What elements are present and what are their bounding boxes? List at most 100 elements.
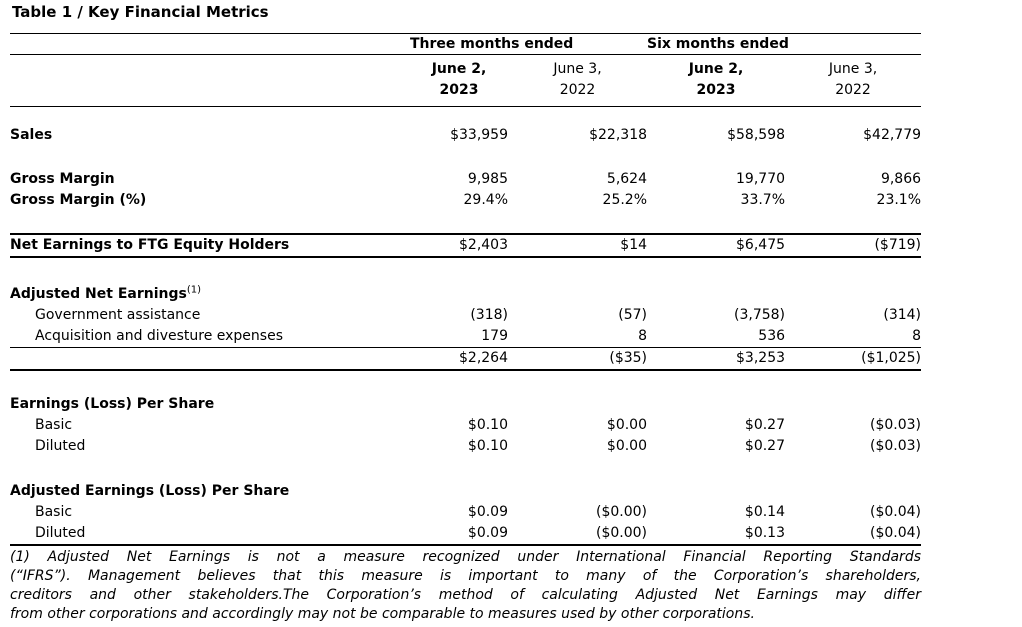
col-header-june-2-2023-halfyear: June 2, 2023 — [647, 54, 786, 107]
cell-value: ($0.03) — [870, 417, 922, 433]
cell-value: $0.00 — [606, 417, 648, 433]
cell-value — [647, 481, 785, 502]
row-label: Basic — [35, 417, 73, 433]
six-months-ended-header: Six months ended — [647, 33, 922, 55]
cell-value: $58,598 — [727, 127, 786, 143]
spacer-cell — [10, 370, 921, 394]
cell-value: (314) — [883, 307, 922, 323]
cell-value: 9,866 — [880, 171, 922, 187]
row-label: Gross Margin (%) — [10, 192, 147, 208]
cell-value: ($0.04) — [785, 523, 922, 546]
date-line: 2022 — [559, 82, 596, 98]
date-line: 2023 — [696, 82, 736, 98]
cell-value — [785, 284, 921, 305]
cell-value: 33.7% — [740, 192, 786, 208]
cell-value: 8 — [508, 326, 648, 348]
cell-value: 536 — [647, 326, 786, 348]
cell-value: $0.10 — [467, 438, 508, 454]
table-row: Adjusted Earnings (Loss) Per Share — [10, 481, 921, 502]
cell-value: $42,779 — [863, 127, 922, 143]
cell-value — [508, 394, 647, 415]
cell-value — [508, 481, 647, 502]
table-row: Earnings (Loss) Per Share — [10, 394, 921, 415]
spacer-cell — [10, 457, 921, 481]
table-row: Diluted $0.09 ($0.00) $0.13 ($0.04) — [10, 523, 922, 546]
row-label: Diluted — [35, 438, 86, 454]
date-line: 2022 — [835, 82, 871, 98]
table-row: Gross Margin 9,985 5,624 19,770 9,866 — [10, 169, 921, 190]
table-row: Basic $0.09 ($0.00) $0.14 ($0.04) — [10, 502, 921, 523]
date-line: June 2, — [688, 61, 744, 77]
cell-value — [785, 481, 921, 502]
row-label: Adjusted Net Earnings(1) — [10, 284, 201, 302]
footnote-line: from other corporations and accordingly … — [10, 606, 755, 622]
cell-value: 23.1% — [876, 192, 922, 208]
cell-value: 8 — [785, 326, 922, 348]
cell-value — [647, 284, 785, 305]
cell-value: $0.27 — [744, 438, 786, 454]
cell-value — [508, 284, 647, 305]
spacer-cell — [10, 257, 921, 284]
cell-value: 5,624 — [606, 171, 648, 187]
cell-value: ($1,025) — [785, 347, 922, 371]
cell-value: (318) — [470, 307, 508, 323]
row-label: Earnings (Loss) Per Share — [10, 396, 215, 412]
table-row: $2,264 ($35) $3,253 ($1,025) — [10, 347, 922, 371]
table-row: Government assistance (318) (57) (3,758) (31… — [10, 305, 921, 326]
footnote-line: (“IFRS”). Management believes that this … — [10, 568, 921, 584]
footnote-line: (1) Adjusted Net Earnings is not a measu… — [10, 549, 921, 565]
cell-value: 179 — [410, 326, 508, 348]
date-header-row: June 2, 2023 June 3, 2022 June 2, 2023 J… — [10, 54, 922, 107]
table-row: Adjusted Net Earnings(1) — [10, 284, 921, 305]
spacer-row — [10, 457, 921, 481]
row-label: Sales — [10, 127, 53, 143]
cell-value: $33,959 — [450, 127, 508, 143]
key-financial-metrics-table: Three months ended Six months ended June… — [10, 33, 922, 546]
cell-value: ($0.03) — [870, 438, 922, 454]
cell-value — [647, 394, 785, 415]
row-label: Diluted — [10, 523, 410, 546]
row-label: Net Earnings to FTG Equity Holders — [10, 233, 410, 258]
col-header-june-3-2022-halfyear: June 3, 2022 — [785, 54, 922, 107]
spacer-cell — [10, 146, 921, 169]
cell-value: $0.10 — [467, 417, 508, 433]
table-row: Acquisition and divesture expenses 179 8 53… — [10, 326, 922, 348]
cell-value: 25.2% — [602, 192, 648, 208]
table-row: Net Earnings to FTG Equity Holders $2,403… — [10, 233, 922, 258]
row-label: Acquisition and divesture expenses — [10, 326, 410, 348]
cell-value: $22,318 — [589, 127, 648, 143]
date-line: 2023 — [439, 82, 479, 98]
period-group-header-row: Three months ended Six months ended — [10, 33, 922, 55]
row-label: Government assistance — [35, 307, 201, 323]
cell-value: ($0.04) — [870, 504, 922, 520]
footnote: (1) Adjusted Net Earnings is not a measu… — [10, 548, 921, 624]
cell-value: $6,475 — [647, 233, 786, 258]
empty-header-cell — [10, 33, 410, 55]
cell-value: ($0.00) — [596, 504, 648, 520]
col-header-june-3-2022-quarter: June 3, 2022 — [508, 54, 648, 107]
cell-value: $2,264 — [410, 347, 508, 371]
cell-value: ($35) — [508, 347, 648, 371]
cell-value: $0.27 — [744, 417, 786, 433]
cell-value: ($0.00) — [508, 523, 648, 546]
cell-value: (57) — [618, 307, 648, 323]
cell-value — [785, 394, 921, 415]
cell-value: $0.14 — [744, 504, 786, 520]
cell-value: 9,985 — [467, 171, 508, 187]
spacer-row — [10, 107, 921, 126]
spacer-cell — [10, 211, 921, 234]
cell-value: ($719) — [785, 233, 922, 258]
cell-value: $0.09 — [467, 504, 508, 520]
row-label — [10, 347, 410, 371]
table-row: Basic $0.10 $0.00 $0.27 ($0.03) — [10, 415, 921, 436]
cell-value — [410, 481, 508, 502]
cell-value: $14 — [508, 233, 648, 258]
row-label: Gross Margin — [10, 171, 115, 187]
cell-value: $3,253 — [647, 347, 786, 371]
footnote-ref: (1) — [186, 284, 201, 296]
table-row: Diluted $0.10 $0.00 $0.27 ($0.03) — [10, 436, 921, 457]
spacer-row — [10, 211, 921, 234]
col-header-june-2-2023-quarter: June 2, 2023 — [410, 54, 508, 107]
cell-value — [410, 394, 508, 415]
